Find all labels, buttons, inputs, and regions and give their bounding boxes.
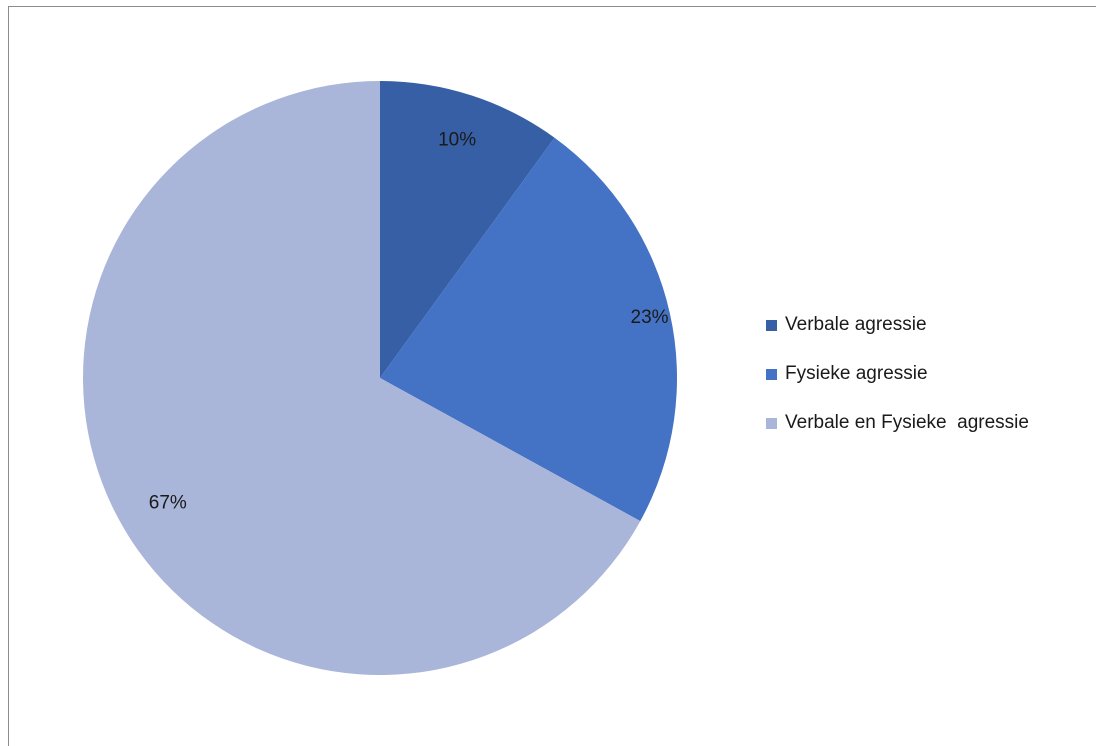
legend-label: Verbale agressie [785,314,927,335]
slice-data-label: 10% [438,130,476,151]
legend-label: Verbale en Fysieke agressie [785,412,1029,433]
pie-slice-1 [380,81,555,378]
legend-item: Fysieke agressie [766,362,1029,386]
legend-swatch [766,417,777,429]
pie-slice-3 [83,81,641,675]
legend-swatch [766,368,777,380]
slice-data-label: 23% [631,307,669,328]
slice-data-label: 67% [149,492,187,513]
pie-chart: 10% 23% 67% [83,81,677,675]
legend-label: Fysieke agressie [785,363,928,384]
legend-item: Verbale agressie [766,313,1029,337]
pie-slice-2 [380,137,677,522]
legend-item: Verbale en Fysieke agressie [766,411,1029,435]
chart-legend: Verbale agressie Fysieke agressie Verbale … [766,313,1029,460]
legend-swatch [766,319,777,331]
